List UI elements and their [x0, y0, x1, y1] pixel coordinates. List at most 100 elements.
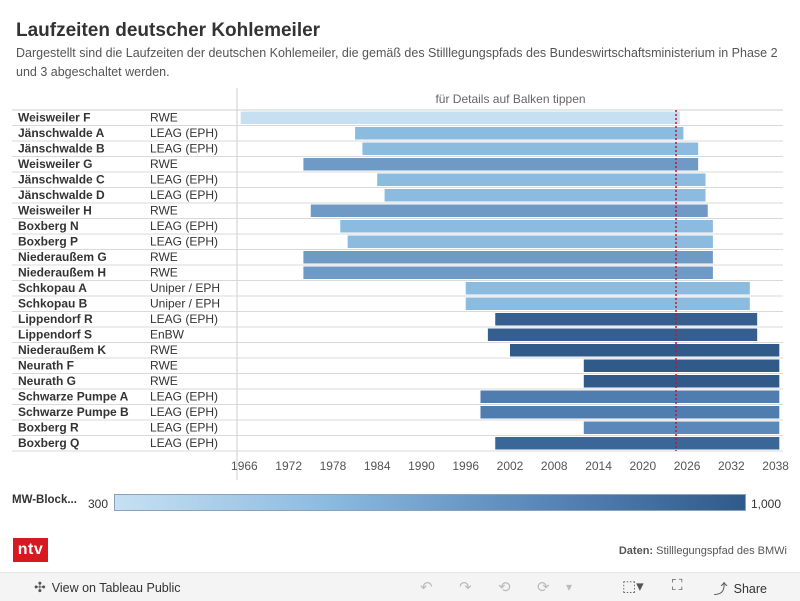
legend-min: 300 [88, 497, 109, 511]
row-operator-label: EnBW [150, 328, 185, 342]
row-name-label: Neurath F [18, 359, 74, 373]
tap-hint: für Details auf Balken tippen [435, 92, 586, 106]
bar[interactable] [303, 251, 713, 264]
revert-icon[interactable]: ⟲ [498, 579, 511, 596]
view-on-tableau-link[interactable]: ✣ View on Tableau Public [34, 579, 181, 596]
row-operator-label: LEAG (EPH) [150, 436, 218, 450]
x-tick-label: 1972 [275, 459, 302, 473]
row-name-label: Jänschwalde D [18, 188, 105, 202]
row-name-label: Schkopau B [18, 297, 88, 311]
tableau-footer: ✣ View on Tableau Public ↶ ↷ ⟲ ⟳ ▾ ⬚▾ ⛶ … [0, 572, 800, 601]
tableau-icon: ✣ [34, 579, 46, 595]
bar[interactable] [583, 421, 780, 435]
refresh-icon[interactable]: ⟳ [537, 579, 550, 596]
bar[interactable] [362, 142, 699, 156]
bar[interactable] [303, 158, 699, 171]
bar[interactable] [487, 328, 758, 342]
bar[interactable] [495, 437, 780, 450]
gantt-chart: Weisweiler F RWE Jänschwalde A LEAG (EPH) Jä… [12, 88, 789, 480]
bar[interactable] [510, 344, 780, 357]
refresh-dropdown-icon[interactable]: ▾ [566, 580, 573, 594]
chart-title: Laufzeiten deutscher Kohlemeiler [16, 20, 321, 41]
download-icon[interactable]: ⬚▾ [622, 578, 644, 595]
row-name-label: Schkopau A [18, 281, 87, 295]
share-label: Share [733, 582, 767, 596]
x-tick-label: 1966 [231, 459, 258, 473]
row-operator-label: RWE [150, 111, 178, 125]
bar[interactable] [303, 266, 713, 280]
row-operator-label: LEAG (EPH) [150, 126, 218, 140]
row-name-label: Niederaußem K [18, 343, 106, 357]
bar[interactable] [465, 282, 750, 295]
row-name-label: Weisweiler H [18, 204, 92, 218]
row-name-label: Niederaußem G [18, 250, 107, 264]
row-name-label: Lippendorf S [18, 328, 92, 342]
source-note: Daten: Stilllegungspfad des BMWi [619, 545, 787, 557]
chart-subtitle: Dargestellt sind die Laufzeiten der deut… [16, 46, 778, 79]
bar[interactable] [384, 189, 706, 202]
share-button[interactable]: ⤴ Share [714, 579, 767, 599]
row-name-label: Jänschwalde A [18, 126, 105, 140]
undo-icon[interactable]: ↶ [420, 579, 433, 596]
view-on-tableau-label: View on Tableau Public [51, 580, 181, 595]
x-tick-label: 1984 [364, 459, 391, 473]
row-operator-label: LEAG (EPH) [150, 421, 218, 435]
ntv-logo[interactable]: ntv [13, 538, 48, 562]
source-prefix: Daten: [618, 545, 654, 557]
x-tick-label: 1978 [320, 459, 347, 473]
x-tick-label: 2038 [762, 459, 789, 473]
row-name-label: Weisweiler F [18, 111, 90, 125]
row-operator-label: LEAG (EPH) [150, 188, 218, 202]
row-operator-label: RWE [150, 343, 178, 357]
bar[interactable] [495, 313, 758, 326]
bar[interactable] [355, 127, 684, 140]
row-name-label: Boxberg N [18, 219, 79, 233]
bar[interactable] [583, 359, 780, 373]
bar[interactable] [480, 406, 780, 419]
row-operator-label: RWE [150, 374, 178, 388]
row-operator-label: LEAG (EPH) [150, 405, 218, 419]
bar[interactable] [377, 173, 706, 187]
row-name-label: Boxberg Q [18, 436, 79, 450]
share-icon: ⤴ [713, 581, 728, 597]
row-name-label: Jänschwalde C [18, 173, 105, 187]
bar[interactable] [240, 111, 680, 125]
row-operator-label: RWE [150, 266, 178, 280]
row-operator-label: RWE [150, 250, 178, 264]
row-operator-label: LEAG (EPH) [150, 235, 218, 249]
legend-max: 1,000 [751, 497, 782, 511]
x-tick-label: 2032 [718, 459, 745, 473]
bar[interactable] [340, 220, 713, 233]
row-operator-label: RWE [150, 359, 178, 373]
x-tick-label: 2014 [585, 459, 612, 473]
row-name-label: Boxberg P [18, 235, 78, 249]
row-operator-label: LEAG (EPH) [150, 173, 218, 187]
bar[interactable] [465, 297, 750, 311]
row-operator-label: RWE [150, 204, 178, 218]
x-tick-label: 1990 [408, 459, 435, 473]
fullscreen-icon[interactable]: ⛶ [672, 577, 683, 594]
row-name-label: Neurath G [18, 374, 76, 388]
row-operator-label: LEAG (EPH) [150, 142, 218, 156]
row-operator-label: LEAG (EPH) [150, 312, 218, 326]
bar[interactable] [310, 204, 708, 218]
row-name-label: Boxberg R [18, 421, 79, 435]
x-tick-label: 2026 [674, 459, 701, 473]
legend-color-scale [114, 494, 746, 511]
row-operator-label: Uniper / EPH [150, 297, 220, 311]
row-name-label: Niederaußem H [18, 266, 106, 280]
bar[interactable] [583, 375, 780, 388]
row-name-label: Schwarze Pumpe A [18, 390, 129, 404]
redo-icon[interactable]: ↷ [459, 579, 472, 596]
row-name-label: Lippendorf R [18, 312, 93, 326]
row-name-label: Weisweiler G [18, 157, 92, 171]
row-operator-label: Uniper / EPH [150, 281, 220, 295]
x-tick-label: 2008 [541, 459, 568, 473]
bar[interactable] [480, 390, 780, 404]
row-name-label: Jänschwalde B [18, 142, 105, 156]
bar[interactable] [347, 235, 713, 249]
x-tick-label: 1996 [452, 459, 479, 473]
legend-label: MW-Block... [12, 494, 77, 506]
x-tick-label: 2020 [629, 459, 656, 473]
source-text: Stilllegungspfad des BMWi [656, 545, 787, 557]
